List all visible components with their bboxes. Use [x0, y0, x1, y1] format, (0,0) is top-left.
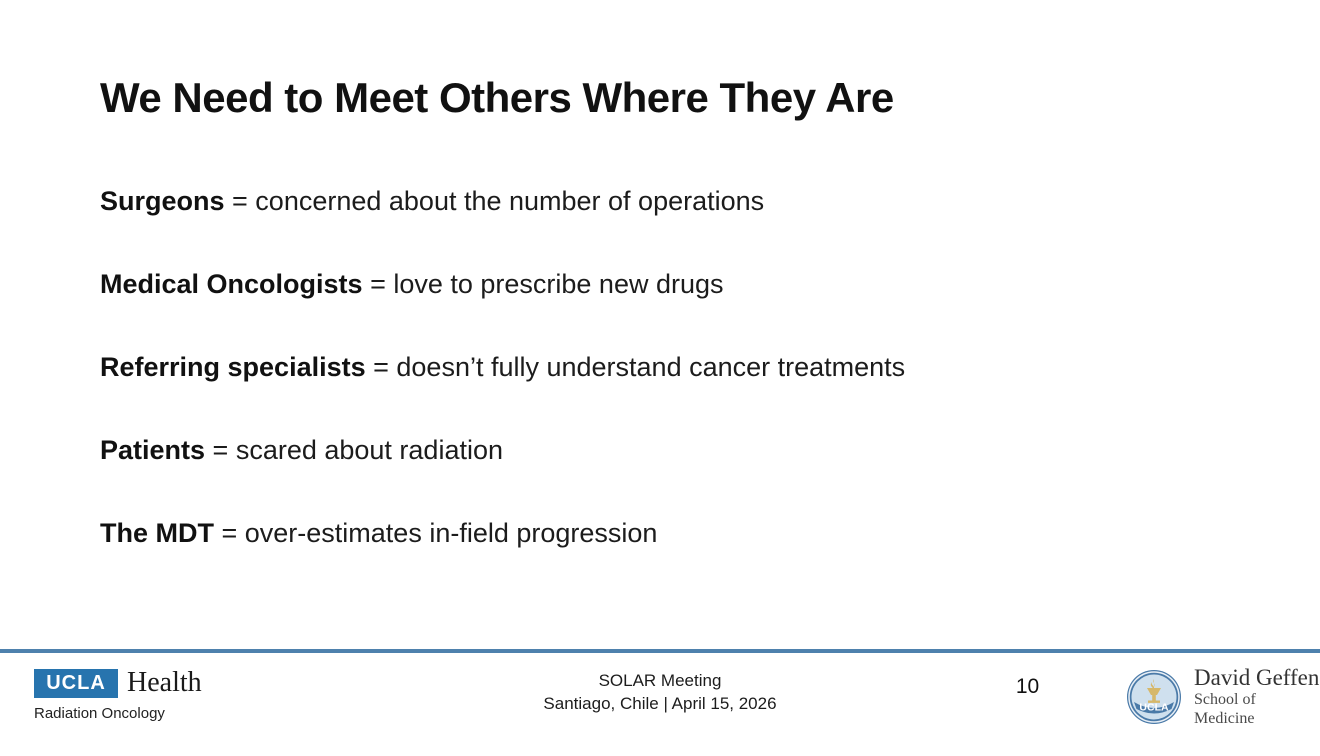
department-label: Radiation Oncology [34, 705, 165, 722]
bullet-text: = concerned about the number of operatio… [224, 186, 765, 216]
meeting-location-date: Santiago, Chile | April 15, 2026 [543, 694, 777, 713]
meeting-name: SOLAR Meeting [598, 671, 722, 690]
bullet-lead: Referring specialists [100, 352, 366, 382]
page-number: 10 [1015, 675, 1040, 698]
bullet-mdt: The MDT = over-estimates in-field progre… [100, 518, 657, 549]
geffen-subtitle: School of Medicine [1194, 691, 1256, 727]
ucla-health-logo: UCLA Health Radiation Oncology [34, 667, 202, 722]
meeting-info: SOLAR Meeting Santiago, Chile | April 15… [440, 669, 880, 715]
bullet-text: = over-estimates in-field progression [214, 518, 658, 548]
ucla-health-brand: Health [127, 667, 202, 698]
bullet-surgeons: Surgeons = concerned about the number of… [100, 186, 764, 217]
slide-footer: UCLA Health Radiation Oncology SOLAR Mee… [0, 653, 1320, 756]
footer-divider-line [0, 649, 1320, 653]
svg-text:UCLA: UCLA [1139, 701, 1169, 713]
bullet-lead: The MDT [100, 518, 214, 548]
geffen-name: David Geffen [1194, 665, 1320, 690]
bullet-text: = scared about radiation [205, 435, 503, 465]
bullet-patients: Patients = scared about radiation [100, 435, 503, 466]
bullet-medical-oncologists: Medical Oncologists = love to prescribe … [100, 269, 724, 300]
bullet-lead: Patients [100, 435, 206, 465]
bullet-text: = love to prescribe new drugs [362, 269, 724, 299]
bullet-lead: Medical Oncologists [100, 269, 363, 299]
geffen-school-logo: UCLA David Geffen School of Medicine [1126, 665, 1320, 728]
ucla-seal-icon: UCLA [1127, 669, 1181, 724]
ucla-logo-box: UCLA [34, 668, 118, 698]
bullet-text: = doesn’t fully understand cancer treatm… [365, 352, 906, 382]
bullet-lead: Surgeons [100, 186, 225, 216]
slide-title: We Need to Meet Others Where They Are [100, 74, 894, 121]
bullet-referring-specialists: Referring specialists = doesn’t fully un… [100, 352, 905, 383]
